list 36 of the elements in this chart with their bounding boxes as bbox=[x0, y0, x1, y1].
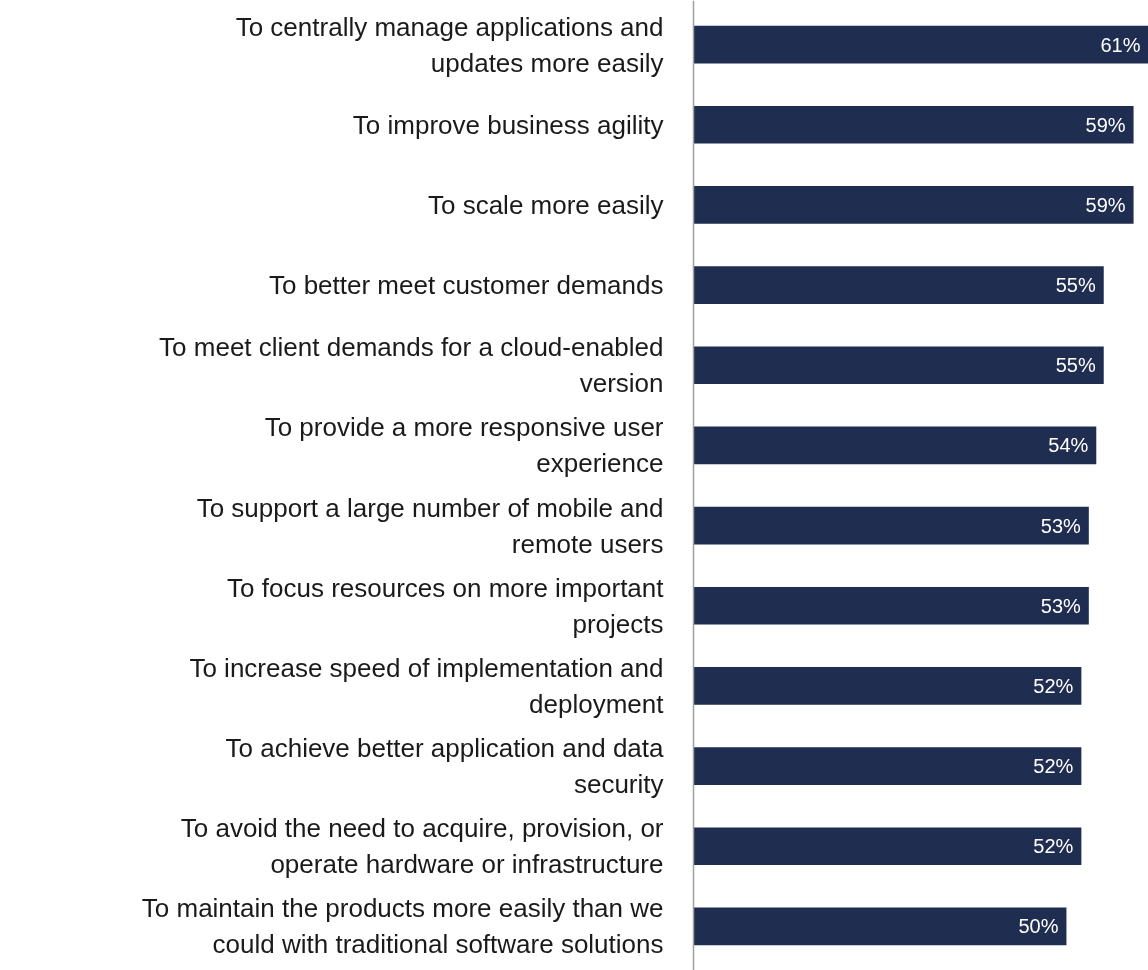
bar bbox=[693, 506, 1089, 545]
y-tick-label: To provide a more responsive user experience bbox=[264, 412, 664, 479]
bar bbox=[693, 747, 1082, 785]
bar bbox=[693, 346, 1104, 385]
y-tick-label: To scale more easily bbox=[427, 189, 664, 220]
data-label: 55% bbox=[1055, 274, 1096, 297]
y-tick-label: To maintain the products more easily than we could with traditional software solutions bbox=[141, 893, 664, 960]
bar bbox=[693, 667, 1082, 705]
data-label: 52% bbox=[1033, 674, 1074, 697]
bar bbox=[693, 586, 1089, 625]
data-label: 52% bbox=[1033, 755, 1074, 778]
data-label: 61% bbox=[1100, 33, 1141, 56]
data-label: 54% bbox=[1048, 434, 1089, 457]
y-tick-label: To meet client demands for a cloud-enabled version bbox=[159, 332, 664, 399]
data-label: 52% bbox=[1033, 835, 1074, 858]
data-label: 59% bbox=[1085, 113, 1126, 136]
y-tick-label: To focus resources on more important projects bbox=[227, 572, 665, 639]
data-label: 50% bbox=[1018, 915, 1059, 938]
bar bbox=[693, 105, 1134, 144]
bar bbox=[693, 426, 1097, 465]
y-tick-label: To centrally manage applications and updates more easily bbox=[235, 11, 664, 78]
y-tick-label: To avoid the need to acquire, provision, or operate hardware or infrastructure bbox=[180, 813, 664, 880]
data-label: 59% bbox=[1085, 193, 1126, 216]
y-tick-label: To increase speed of implementation and deployment bbox=[189, 652, 665, 719]
y-tick-label: To support a large number of mobile and remote users bbox=[196, 492, 664, 559]
data-label: 53% bbox=[1040, 514, 1082, 537]
y-tick-label: To better meet customer demands bbox=[268, 270, 664, 301]
bar bbox=[693, 827, 1082, 866]
bar bbox=[693, 186, 1134, 224]
bar bbox=[693, 907, 1067, 946]
bar bbox=[693, 266, 1104, 304]
data-label: 53% bbox=[1040, 594, 1082, 617]
y-tick-label: To improve business agility bbox=[352, 109, 664, 140]
y-tick-label: To achieve better application and data security bbox=[225, 733, 665, 800]
bar bbox=[693, 25, 1148, 64]
data-label: 55% bbox=[1055, 354, 1096, 377]
